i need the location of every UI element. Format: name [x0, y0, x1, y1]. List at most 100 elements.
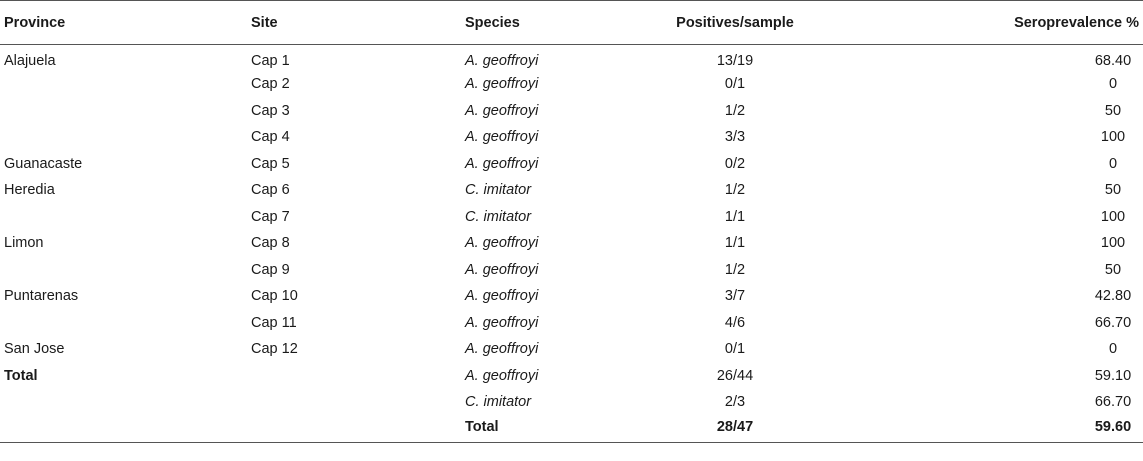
header-seroprevalence: Seroprevalence % — [858, 0, 1143, 45]
cell-positives: 4/6 — [724, 314, 746, 331]
cell-site: Cap 4 — [251, 129, 290, 146]
cell-seroprevalence-total: 59.60 — [858, 415, 1143, 443]
seroprevalence-value: 66.70 — [1094, 314, 1132, 331]
cell-seroprevalence: 100 — [858, 124, 1143, 151]
cell-province — [0, 71, 244, 98]
cell-species: A. geoffroyi — [465, 129, 539, 146]
cell-province: Guanacaste — [4, 155, 83, 172]
cell-positives: 3/7 — [724, 288, 746, 305]
cell-seroprevalence: 0 — [858, 151, 1143, 178]
cell-province — [0, 98, 244, 125]
cell-species: A. geoffroyi — [465, 155, 539, 172]
cell-site: Cap 12 — [251, 341, 298, 358]
cell-species: A. geoffroyi — [465, 314, 539, 331]
cell-site: Cap 10 — [251, 288, 298, 305]
cell-positives: 0/1 — [724, 76, 746, 93]
cell-positives: 1/1 — [724, 208, 746, 225]
header-site: Site — [244, 0, 462, 45]
table-row: Heredia Cap 6 C. imitator 1/2 50 — [0, 177, 1143, 204]
cell-seroprevalence: 42.80 — [858, 283, 1143, 310]
cell-province: Alajuela — [4, 53, 56, 69]
cell-province — [0, 415, 244, 443]
cell-province: Puntarenas — [4, 288, 79, 305]
table-row: Cap 11 A. geoffroyi 4/6 66.70 — [0, 310, 1143, 337]
seroprevalence-value: 100 — [1100, 235, 1126, 252]
table-body: Alajuela Cap 1 A. geoffroyi 13/19 68.40 … — [0, 45, 1143, 443]
seroprevalence-value: 0 — [1108, 76, 1118, 93]
cell-province: Limon — [4, 235, 44, 252]
cell-seroprevalence: 50 — [858, 177, 1143, 204]
seroprevalence-value: 100 — [1100, 129, 1126, 146]
cell-seroprevalence: 100 — [858, 204, 1143, 231]
cell-species: A. geoffroyi — [465, 341, 539, 358]
table-row: Cap 2 A. geoffroyi 0/1 0 — [0, 71, 1143, 98]
cell-seroprevalence: 59.10 — [858, 363, 1143, 390]
cell-site — [244, 415, 462, 443]
table-row: C. imitator 2/3 66.70 — [0, 389, 1143, 416]
cell-seroprevalence: 66.70 — [858, 389, 1143, 416]
cell-province-total: Total — [4, 367, 38, 384]
cell-positives: 2/3 — [724, 394, 746, 411]
cell-seroprevalence: 0 — [858, 71, 1143, 98]
seroprevalence-value-total: 59.60 — [1094, 418, 1132, 435]
seroprevalence-value: 50 — [1104, 102, 1122, 119]
cell-positives: 0/1 — [724, 341, 746, 358]
cell-seroprevalence: 50 — [858, 257, 1143, 284]
table-row: Alajuela Cap 1 A. geoffroyi 13/19 68.40 — [0, 45, 1143, 72]
cell-positives: 3/3 — [724, 129, 746, 146]
cell-province: Heredia — [4, 182, 55, 199]
cell-positives: 13/19 — [716, 53, 754, 69]
table-row: Cap 7 C. imitator 1/1 100 — [0, 204, 1143, 231]
cell-positives-total: 28/47 — [612, 415, 858, 443]
seroprevalence-value: 0 — [1108, 341, 1118, 358]
table-row-grand-total: Total 28/47 59.60 — [0, 415, 1143, 443]
table-row-total: Total A. geoffroyi 26/44 59.10 — [0, 363, 1143, 390]
cell-positives: 1/1 — [724, 235, 746, 252]
cell-site: Cap 3 — [251, 102, 290, 119]
cell-seroprevalence: 50 — [858, 98, 1143, 125]
header-row: Province Site Species Positives/sample S… — [0, 0, 1143, 45]
cell-positives: 1/2 — [724, 182, 746, 199]
cell-site: Cap 9 — [251, 261, 290, 278]
seroprevalence-value: 50 — [1104, 261, 1122, 278]
cell-province — [0, 310, 244, 337]
cell-province — [0, 124, 244, 151]
header-positives: Positives/sample — [612, 0, 858, 45]
cell-species: A. geoffroyi — [465, 53, 539, 69]
seroprevalence-value: 0 — [1108, 155, 1118, 172]
cell-positives: 1/2 — [724, 102, 746, 119]
cell-species: A. geoffroyi — [465, 288, 539, 305]
cell-positives: 0/2 — [724, 155, 746, 172]
header-province: Province — [0, 0, 244, 45]
cell-species: C. imitator — [465, 394, 532, 411]
cell-site: Cap 11 — [251, 314, 297, 331]
cell-province — [0, 204, 244, 231]
cell-site: Cap 6 — [251, 182, 290, 199]
cell-site: Cap 8 — [251, 235, 290, 252]
cell-species: A. geoffroyi — [465, 261, 539, 278]
seroprevalence-table: Province Site Species Positives/sample S… — [0, 0, 1143, 443]
cell-province — [0, 257, 244, 284]
seroprevalence-value: 59.10 — [1094, 367, 1132, 384]
table-row: Limon Cap 8 A. geoffroyi 1/1 100 — [0, 230, 1143, 257]
cell-province: San Jose — [4, 341, 65, 358]
cell-species: C. imitator — [465, 182, 532, 199]
cell-species: C. imitator — [465, 208, 532, 225]
cell-species: A. geoffroyi — [465, 367, 539, 384]
cell-species: A. geoffroyi — [465, 102, 539, 119]
cell-species-total: Total — [462, 415, 612, 443]
cell-site: Cap 2 — [251, 76, 290, 93]
cell-site: Cap 1 — [251, 53, 290, 69]
cell-site: Cap 7 — [251, 208, 290, 225]
table-row: Guanacaste Cap 5 A. geoffroyi 0/2 0 — [0, 151, 1143, 178]
table-row: Cap 4 A. geoffroyi 3/3 100 — [0, 124, 1143, 151]
seroprevalence-value: 66.70 — [1094, 394, 1132, 411]
table-row: Cap 3 A. geoffroyi 1/2 50 — [0, 98, 1143, 125]
seroprevalence-value: 68.40 — [1094, 53, 1132, 69]
header-species: Species — [462, 0, 612, 45]
cell-province — [0, 389, 244, 416]
cell-site — [244, 389, 462, 416]
table-row: Puntarenas Cap 10 A. geoffroyi 3/7 42.80 — [0, 283, 1143, 310]
cell-seroprevalence: 66.70 — [858, 310, 1143, 337]
